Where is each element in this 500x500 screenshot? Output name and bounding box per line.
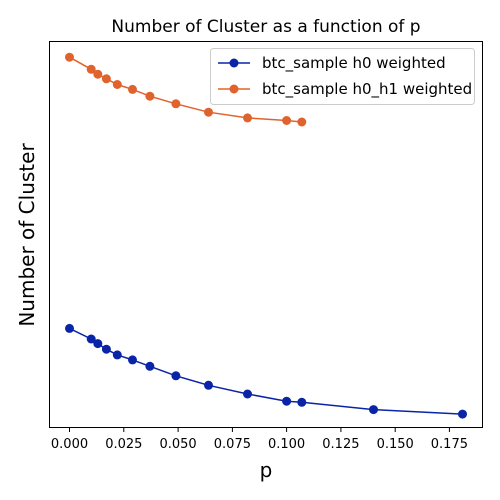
legend-marker-0 <box>229 58 239 68</box>
legend-marker-1 <box>229 84 239 94</box>
series-1-point-6 <box>145 91 155 101</box>
series-1-point-4 <box>112 80 122 89</box>
series-0-point-2 <box>93 339 103 349</box>
series-1-point-0 <box>65 52 74 62</box>
series-line-0 <box>69 327 463 415</box>
series-0-point-5 <box>128 355 137 365</box>
series-0-point-11 <box>297 397 307 407</box>
series-0-point-10 <box>282 396 292 406</box>
x-tick-label-4: 0.100 <box>268 437 305 452</box>
series-0-point-12 <box>369 405 378 415</box>
legend: btc_sample h0 weighted btc_sample h0_h1 … <box>210 48 475 105</box>
series-0-point-3 <box>101 344 111 354</box>
series-1-point-10 <box>282 116 292 125</box>
legend-label-0: btc_sample h0 weighted <box>262 54 446 73</box>
legend-box <box>210 48 475 105</box>
x-tick-label-7: 0.175 <box>431 437 468 452</box>
plot-area <box>65 52 467 419</box>
y-axis-label: Number of Cluster <box>15 143 39 327</box>
legend-entry-0: btc_sample h0 weighted <box>218 54 446 73</box>
chart-title: Number of Cluster as a function of p <box>111 17 420 37</box>
series-0-point-13 <box>458 409 467 419</box>
series-1-point-3 <box>101 74 111 84</box>
series-0-point-7 <box>171 371 181 381</box>
series-0-point-8 <box>204 380 213 390</box>
legend-label-1: btc_sample h0_h1 weighted <box>262 80 472 99</box>
series-0-point-0 <box>65 323 74 333</box>
x-tick-label-6: 0.150 <box>377 437 414 452</box>
x-tick-label-2: 0.050 <box>159 437 196 452</box>
x-axis-ticks: 0.000 0.025 0.050 0.075 0.100 0.125 0.150 0.175 <box>51 427 468 452</box>
plot-frame <box>49 41 483 428</box>
x-tick-label-1: 0.025 <box>105 437 142 452</box>
series-1-point-9 <box>243 113 252 123</box>
series-0-point-1 <box>86 334 96 344</box>
x-tick-label-0: 0.000 <box>51 437 88 452</box>
series-1-point-11 <box>297 117 307 127</box>
x-tick-label-3: 0.075 <box>214 437 251 452</box>
series-0-point-9 <box>243 389 252 399</box>
x-tick-label-5: 0.125 <box>322 437 359 452</box>
legend-entry-1: btc_sample h0_h1 weighted <box>218 80 472 99</box>
series-1-point-2 <box>93 69 103 79</box>
series-0-point-6 <box>145 361 155 371</box>
x-axis-label: p <box>260 458 273 482</box>
series-1-point-8 <box>204 107 213 117</box>
series-1-point-7 <box>171 99 181 109</box>
series-0-point-4 <box>112 350 122 360</box>
series-1-point-5 <box>128 84 137 94</box>
series-1-point-1 <box>86 64 96 74</box>
